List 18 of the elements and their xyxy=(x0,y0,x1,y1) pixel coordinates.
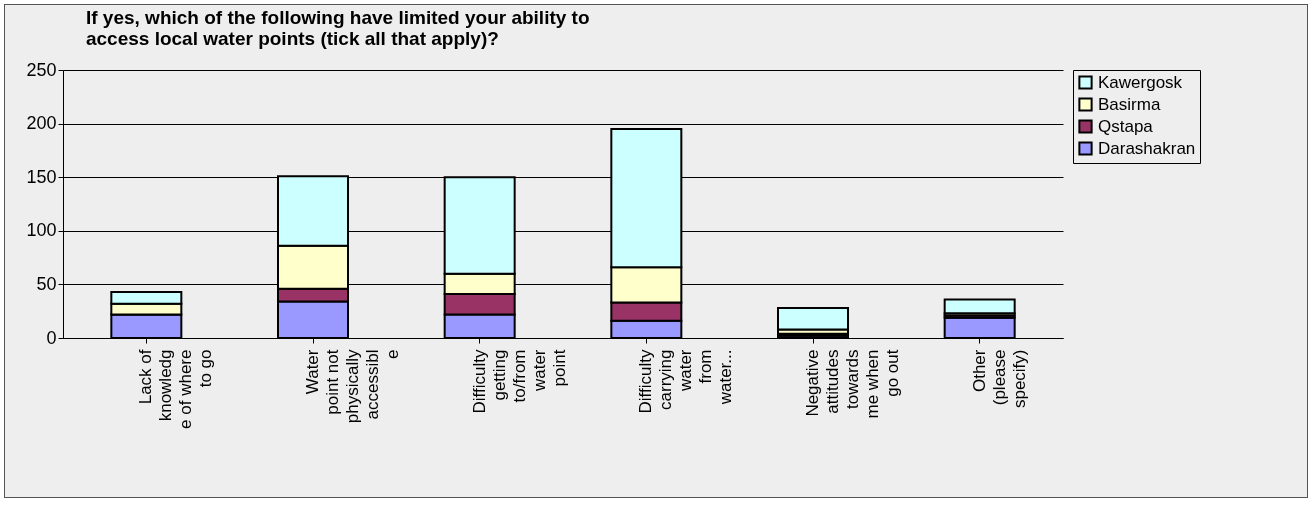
y-tick-label: 250 xyxy=(26,59,57,80)
x-tick-label: Difficulty carrying water from water... xyxy=(636,349,736,414)
text: access local water points (tick all that apply)? xyxy=(85,28,499,49)
legend-label: Basirma xyxy=(1098,94,1161,114)
y-tick-label: 100 xyxy=(26,220,57,241)
legend-label: Darashakran xyxy=(1098,138,1196,158)
legend-label: Kawergosk xyxy=(1098,72,1183,92)
x-tick-label: Lack of knowledg e of where to go xyxy=(136,349,216,429)
x-tick-label: Water point not physically accessibl e xyxy=(303,349,402,424)
x-tick-label: Negative attitudes towards me when go out xyxy=(803,349,902,419)
y-tick-label: 0 xyxy=(46,327,57,348)
x-tick-label: Difficulty getting to/from water point xyxy=(469,349,569,414)
y-tick-label: 150 xyxy=(26,166,57,187)
y-tick-label: 50 xyxy=(36,273,57,294)
y-tick-label: 200 xyxy=(26,113,57,134)
text: If yes, which of the following have limited your ability to xyxy=(85,7,590,28)
legend-label: Qstapa xyxy=(1098,116,1154,136)
x-tick-label: Other (please specify) xyxy=(969,349,1029,409)
